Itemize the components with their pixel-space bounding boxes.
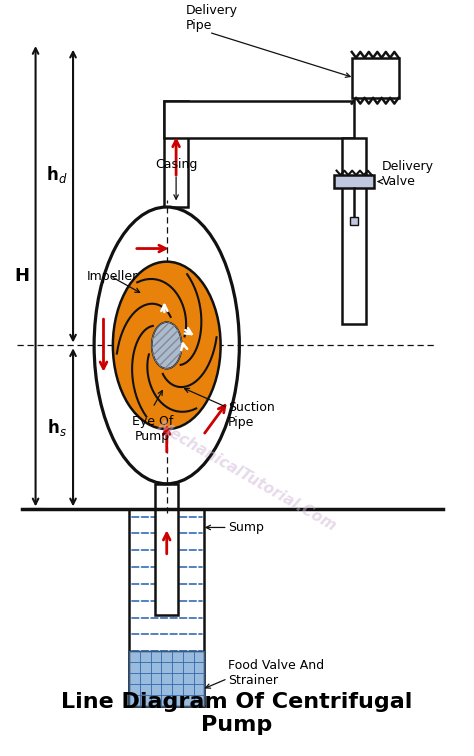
- Text: Sump: Sump: [228, 521, 264, 534]
- Text: h$_s$: h$_s$: [47, 417, 66, 438]
- Bar: [334, 175, 374, 188]
- Text: Delivery
Pipe: Delivery Pipe: [185, 5, 237, 33]
- Text: Line Diagram Of Centrifugal
Pump: Line Diagram Of Centrifugal Pump: [61, 692, 413, 735]
- Text: H: H: [14, 267, 29, 285]
- Text: Suction
Pipe: Suction Pipe: [228, 401, 274, 429]
- Bar: [164, 101, 188, 207]
- Bar: [352, 57, 399, 98]
- Text: h$_d$: h$_d$: [46, 164, 67, 184]
- Bar: [155, 484, 178, 615]
- Bar: [342, 138, 366, 324]
- Text: Delivery
Valve: Delivery Valve: [382, 160, 434, 188]
- Circle shape: [152, 322, 182, 369]
- Text: Eye Of
Pump: Eye Of Pump: [132, 414, 173, 442]
- Text: Food Valve And
Strainer: Food Valve And Strainer: [228, 659, 324, 687]
- Text: MechanicalTutorial.Com: MechanicalTutorial.Com: [154, 419, 339, 534]
- Ellipse shape: [94, 207, 239, 484]
- Text: Impeller: Impeller: [87, 270, 138, 283]
- Bar: [164, 101, 354, 138]
- Circle shape: [113, 262, 220, 429]
- Bar: [350, 217, 358, 225]
- Text: Casing: Casing: [155, 157, 197, 171]
- Bar: [129, 651, 204, 706]
